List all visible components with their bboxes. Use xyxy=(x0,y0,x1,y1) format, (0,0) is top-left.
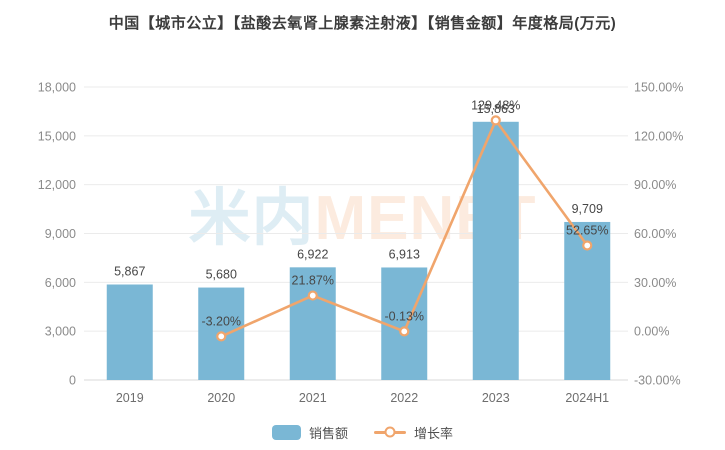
right-axis-tick-label: 90.00% xyxy=(634,178,676,192)
left-axis-tick-label: 0 xyxy=(69,374,76,388)
legend: 销售额 增长率 xyxy=(0,421,725,443)
left-axis-tick-label: 3,000 xyxy=(45,325,76,339)
growth-label-2022: -0.13% xyxy=(384,309,424,323)
growth-marker-2022[interactable] xyxy=(399,326,410,337)
line-series-swatch xyxy=(374,426,406,438)
growth-marker-2021[interactable] xyxy=(307,290,318,301)
x-axis-category-label: 2022 xyxy=(390,391,418,405)
x-axis-category-label: 2019 xyxy=(116,391,144,405)
right-axis-tick-label: 30.00% xyxy=(634,276,676,290)
bar-series-swatch xyxy=(271,424,301,440)
chart-title: 中国【城市公立】【盐酸去氧肾上腺素注射液】【销售金额】年度格局(万元) xyxy=(108,15,617,32)
left-axis-tick-label: 15,000 xyxy=(38,129,76,143)
sales-bar-label-2019: 5,867 xyxy=(114,264,145,278)
legend-item-sales[interactable]: 销售额 xyxy=(271,423,348,442)
x-axis-category-label: 2023 xyxy=(482,391,510,405)
right-axis-tick-label: 60.00% xyxy=(634,227,676,241)
sales-bar-label-2022: 6,913 xyxy=(389,247,420,261)
growth-marker-2023[interactable] xyxy=(490,115,501,126)
legend-label-growth: 增长率 xyxy=(414,425,454,441)
x-axis-category-label: 2021 xyxy=(299,391,327,405)
line-swatch-dot xyxy=(384,426,396,438)
sales-bar-label-2024H1: 9,709 xyxy=(572,202,603,216)
legend-item-growth[interactable]: 增长率 xyxy=(374,423,453,442)
growth-label-2020: -3.20% xyxy=(201,314,241,328)
sales-bar-2021[interactable] xyxy=(289,267,336,380)
left-axis-tick-label: 18,000 xyxy=(38,81,76,95)
left-axis-tick-label: 9,000 xyxy=(45,227,76,241)
sales-bar-label-2023: 15,863 xyxy=(477,102,515,116)
sales-bar-2023[interactable] xyxy=(472,121,519,380)
right-axis-tick-label: 150.00% xyxy=(634,81,683,95)
sales-bar-label-2021: 6,922 xyxy=(297,247,328,261)
growth-label-2021: 21.87% xyxy=(292,274,334,288)
growth-marker-2024H1[interactable] xyxy=(582,240,593,251)
left-axis-tick-label: 6,000 xyxy=(45,276,76,290)
x-axis-category-label: 2020 xyxy=(207,391,235,405)
x-axis-category-label: 2024H1 xyxy=(565,391,609,405)
right-axis-tick-label: 120.00% xyxy=(634,129,683,143)
right-axis-tick-label: 0.00% xyxy=(634,325,669,339)
sales-bar-label-2020: 5,680 xyxy=(206,268,237,282)
sales-bar-2019[interactable] xyxy=(106,284,153,380)
growth-label-2024H1: 52.65% xyxy=(566,223,608,237)
left-axis-tick-label: 12,000 xyxy=(38,178,76,192)
growth-label-2023: 129.48% xyxy=(471,98,520,112)
right-axis-tick-label: -30.00% xyxy=(634,374,681,388)
growth-marker-2020[interactable] xyxy=(216,331,227,342)
sales-bar-2022[interactable] xyxy=(381,267,428,380)
legend-label-sales: 销售额 xyxy=(308,425,348,441)
